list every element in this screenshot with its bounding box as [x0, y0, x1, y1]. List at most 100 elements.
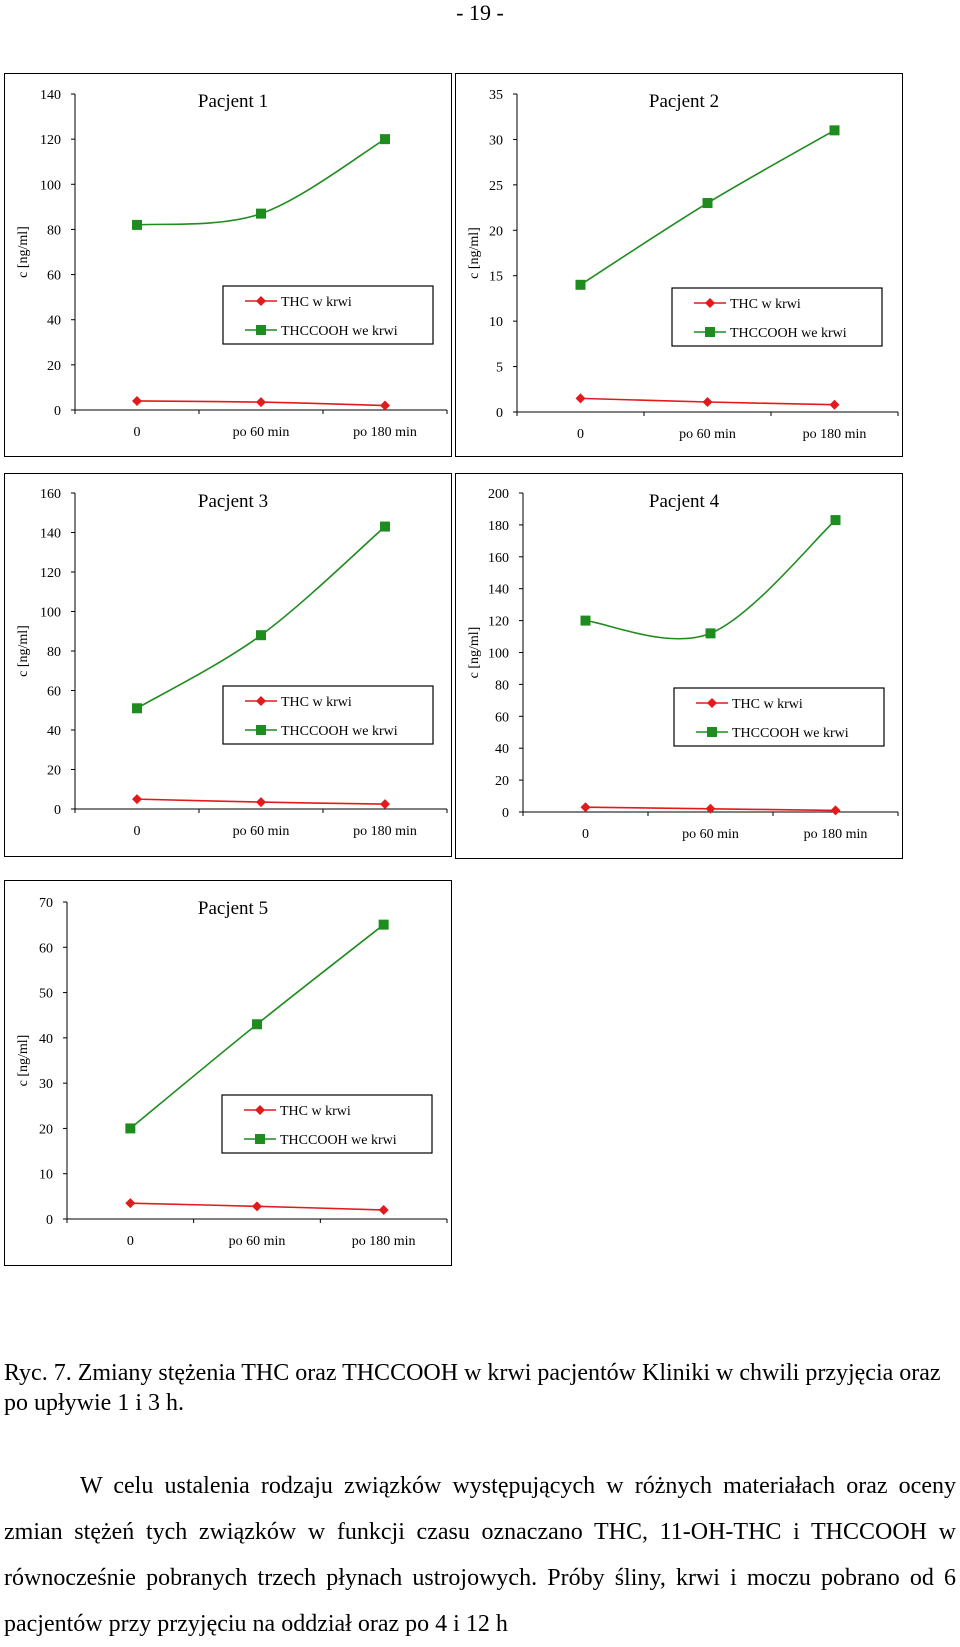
y-tick-label: 100: [488, 647, 509, 662]
chart-svg-pacjent-4: c [ng/ml] Pacjent 4 0 20 40 60 80 100 120 140 160 1…: [467, 487, 899, 842]
figure-caption: Ryc. 7. Zmiany stężenia THC oraz THCCOOH…: [4, 1360, 941, 1416]
y-tick-label: 20: [47, 764, 61, 779]
y-tick-label: 20: [489, 224, 503, 239]
data-point-thc: [256, 797, 266, 808]
data-point-thccooh: [132, 703, 142, 714]
y-tick-label: 20: [47, 359, 61, 374]
data-point-thc: [132, 794, 142, 805]
data-point-thccooh: [378, 919, 389, 930]
y-tick-label: 120: [488, 615, 509, 630]
y-tick-label: 30: [39, 1077, 53, 1092]
x-tick-label: po 180 min: [804, 827, 868, 842]
y-tick-label: 120: [40, 566, 61, 581]
data-point-thccooh: [580, 615, 591, 626]
data-point-thc: [252, 1201, 262, 1212]
legend-marker-thc: [256, 696, 266, 706]
series-line-thccooh: [136, 525, 386, 709]
chart-svg-pacjent-5: c [ng/ml] Pacjent 5 0 10 20 30 40 50 60 70 0 po 60 …: [16, 896, 448, 1249]
y-tick-label: 40: [495, 742, 509, 757]
y-axis-label: c [ng/ml]: [16, 625, 31, 677]
y-tick-label: 10: [39, 1168, 53, 1183]
y-tick-label: 0: [46, 1213, 53, 1228]
page-number: - 19 -: [456, 0, 504, 25]
legend-label-thccooh: THCCOOH we krwi: [281, 724, 398, 739]
chart-title: Pacjent 1: [198, 91, 268, 112]
chart-panel-pacjent-3: c [ng/ml] Pacjent 3 0 20 40 60 80 100 120 140 160 0…: [4, 473, 452, 857]
y-tick-label: 60: [47, 685, 61, 700]
y-tick-label: 10: [489, 315, 503, 330]
chart-title: Pacjent 5: [198, 898, 268, 919]
x-tick-label: po 60 min: [229, 1234, 286, 1249]
x-tick-label: po 180 min: [353, 824, 417, 839]
y-tick-label: 40: [39, 1032, 53, 1047]
legend-label-thccooh: THCCOOH we krwi: [280, 1133, 397, 1148]
y-tick-label: 30: [489, 133, 503, 148]
y-tick-label: 70: [39, 896, 53, 911]
data-point-thccooh: [380, 134, 390, 145]
x-tick-label: 0: [127, 1234, 134, 1249]
y-tick-label: 80: [47, 645, 61, 660]
chart-title: Pacjent 3: [198, 491, 268, 512]
data-point-thccooh: [125, 1123, 136, 1134]
x-tick-label: po 180 min: [352, 1234, 416, 1249]
y-tick-label: 160: [40, 487, 61, 502]
chart-panel-pacjent-4: c [ng/ml] Pacjent 4 0 20 40 60 80 100 120 140 160 1…: [455, 473, 903, 859]
data-point-thc: [380, 799, 390, 810]
y-tick-label: 140: [40, 88, 61, 103]
body-paragraph-container: W celu ustalenia rodzaju związków występ…: [4, 1463, 956, 1647]
legend-marker-thc: [256, 296, 266, 306]
y-tick-label: 200: [488, 487, 509, 502]
y-tick-label: 5: [496, 361, 503, 376]
y-tick-label: 20: [39, 1122, 53, 1137]
data-point-thc: [380, 400, 390, 411]
legend-label-thc: THC w krwi: [730, 297, 801, 312]
data-point-thc: [378, 1204, 389, 1215]
y-axis-label: c [ng/ml]: [467, 227, 482, 279]
x-tick-label: po 60 min: [233, 425, 290, 440]
data-point-thccooh: [829, 125, 840, 136]
data-point-thccooh: [830, 515, 841, 526]
body-paragraph: W celu ustalenia rodzaju związków występ…: [4, 1473, 956, 1637]
data-point-thc: [256, 397, 266, 408]
legend-label-thc: THC w krwi: [281, 695, 352, 710]
x-tick-label: 0: [582, 827, 589, 842]
chart-title: Pacjent 4: [649, 491, 720, 512]
legend-marker-thc: [707, 698, 717, 708]
x-tick-label: po 180 min: [353, 425, 417, 440]
data-point-thccooh: [702, 198, 713, 209]
data-point-thccooh: [256, 208, 266, 219]
legend-box: [673, 687, 885, 747]
y-axis-label: c [ng/ml]: [16, 226, 31, 278]
legend-marker-thccooh: [707, 727, 717, 737]
legend-label-thc: THC w krwi: [281, 295, 352, 310]
legend-marker-thccooh: [255, 1134, 265, 1144]
y-tick-label: 40: [47, 724, 61, 739]
data-point-thc: [125, 1198, 136, 1209]
y-tick-label: 140: [40, 527, 61, 542]
data-point-thc: [702, 397, 713, 408]
legend-marker-thccooh: [256, 325, 266, 335]
legend-label-thccooh: THCCOOH we krwi: [732, 726, 849, 741]
y-tick-label: 35: [489, 88, 503, 103]
y-tick-label: 0: [54, 404, 61, 419]
x-tick-label: po 60 min: [233, 824, 290, 839]
x-tick-label: 0: [134, 425, 141, 440]
data-point-thccooh: [705, 628, 716, 639]
data-point-thc: [132, 395, 142, 406]
legend-marker-thc: [255, 1105, 265, 1115]
x-tick-label: 0: [577, 427, 584, 442]
x-tick-label: 0: [134, 824, 141, 839]
data-point-thc: [830, 805, 841, 816]
legend-marker-thc: [705, 298, 715, 308]
y-tick-label: 0: [502, 806, 509, 821]
y-tick-label: 25: [489, 179, 503, 194]
chart-panel-pacjent-2: c [ng/ml] Pacjent 2 0 5 10 15 20 25 30 35 0 po 60 m…: [455, 73, 903, 457]
legend-label-thc: THC w krwi: [732, 697, 803, 712]
y-tick-label: 100: [40, 178, 61, 193]
y-tick-label: 50: [39, 987, 53, 1002]
chart-svg-pacjent-1: c [ng/ml] Pacjent 1 0 20 40 60 80 100 120 140 0 po …: [16, 88, 448, 440]
legend-box: [221, 1094, 433, 1154]
series-line-thccooh: [585, 519, 837, 640]
y-tick-label: 80: [495, 678, 509, 693]
data-point-thccooh: [256, 630, 266, 641]
